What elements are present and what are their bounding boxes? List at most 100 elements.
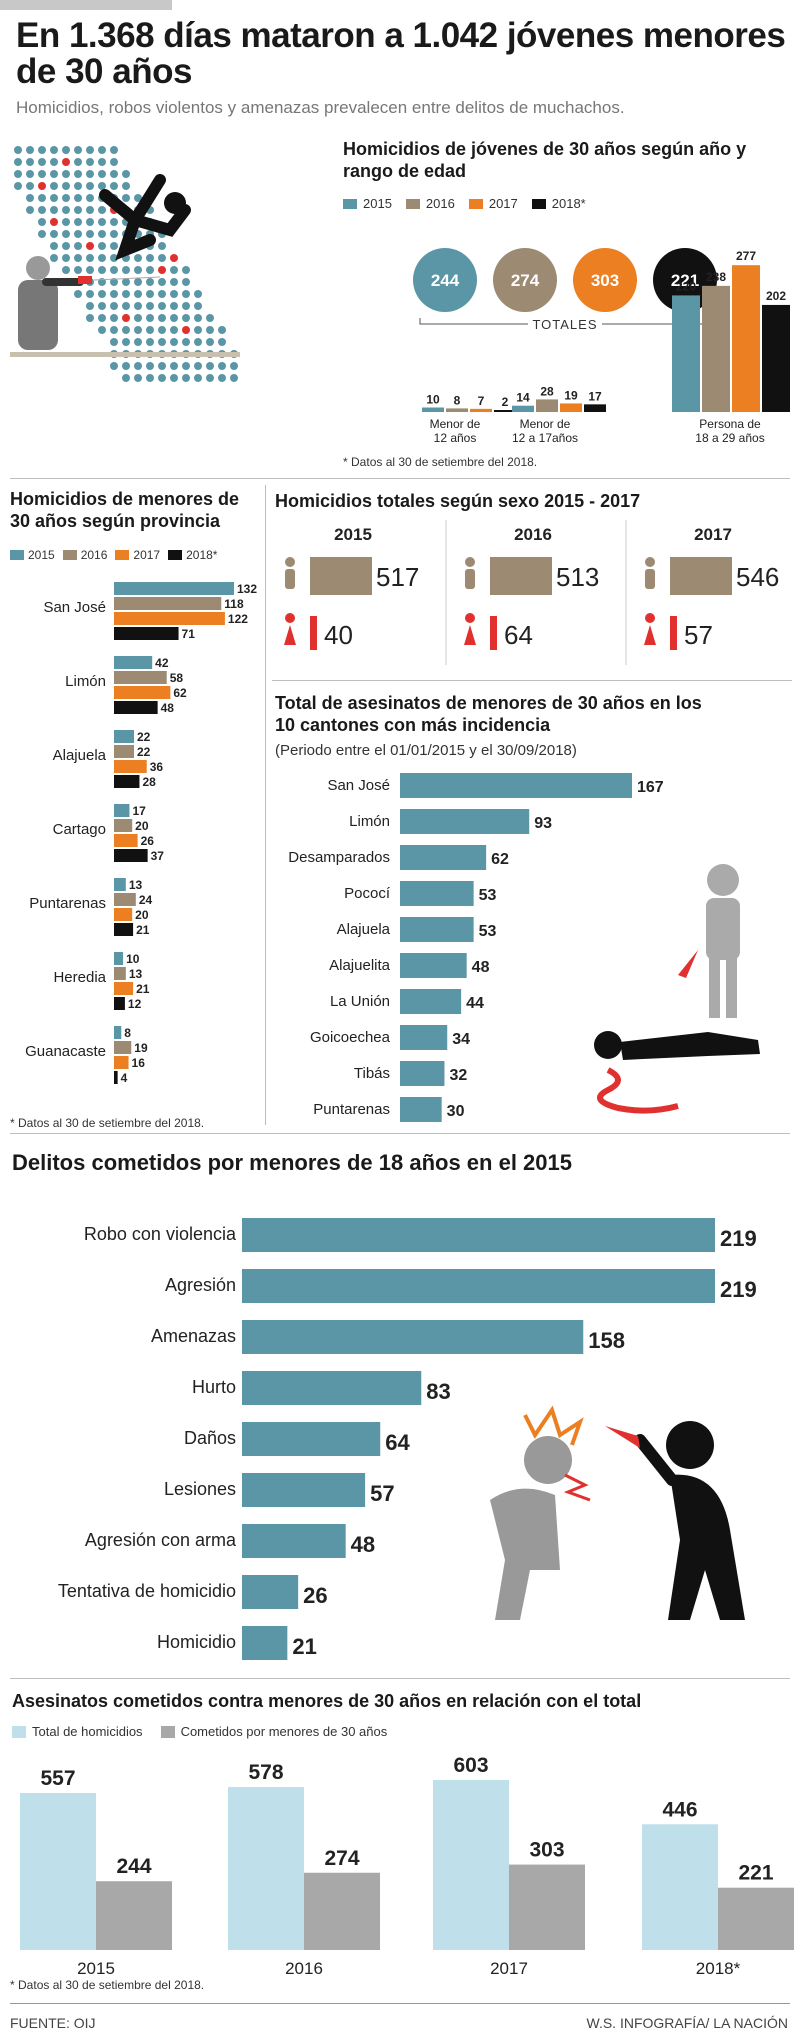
bar-value: 238	[706, 270, 726, 284]
victim-head-icon	[594, 1031, 622, 1059]
bar-Limón-2015	[114, 656, 153, 669]
bar-value: 48	[161, 701, 175, 715]
map-dot	[170, 314, 178, 322]
legend-swatch-2016	[405, 198, 420, 209]
bar-value: 303	[529, 1839, 564, 1862]
legend-label-2015: 2015	[28, 548, 55, 562]
canton-label: Alajuelita	[329, 957, 391, 974]
map-dot	[26, 146, 34, 154]
bar-women-2016	[490, 616, 497, 650]
runner-figure-icon	[99, 174, 191, 261]
bar-San José-2018*	[114, 627, 179, 640]
crime-label: Lesiones	[164, 1479, 236, 1499]
divider	[10, 1133, 790, 1134]
map-dot	[38, 218, 46, 226]
map-dot	[98, 182, 106, 190]
province-label: Guanacaste	[25, 1043, 106, 1060]
map-dot	[98, 218, 106, 226]
bar-value: 24	[139, 893, 153, 907]
map-dot	[86, 290, 94, 298]
map-dot	[86, 242, 94, 250]
crime-label: Daños	[184, 1428, 236, 1448]
map-dot	[218, 326, 226, 334]
bar-2015-Menor de 12 años	[422, 407, 444, 412]
bar-value: 274	[324, 1847, 359, 1870]
map-dot	[134, 314, 142, 322]
bar-Desamparados	[400, 845, 487, 870]
map-dot	[110, 362, 118, 370]
map-dot	[158, 242, 166, 250]
map-dot	[182, 338, 190, 346]
map-dot	[74, 158, 82, 166]
map-dot	[194, 374, 202, 382]
map-dot	[170, 362, 178, 370]
victim-body-icon	[490, 1488, 560, 1620]
bar-value: 557	[40, 1767, 75, 1790]
crime-label: Homicidio	[157, 1632, 236, 1652]
map-dot	[62, 230, 70, 238]
map-dot	[170, 254, 178, 262]
map-dot	[122, 170, 130, 178]
bar-value: 48	[472, 959, 490, 976]
map-dot	[98, 242, 106, 250]
map-dot	[38, 230, 46, 238]
attacker-leg-icon	[709, 958, 720, 1018]
map-dot	[86, 230, 94, 238]
map-dot	[194, 302, 202, 310]
bar-Guanacaste-2017	[114, 1056, 129, 1069]
bar-value: 37	[151, 849, 165, 863]
bar-value: 17	[132, 804, 146, 818]
bar-Total de homicidios-2015	[20, 1792, 96, 1950]
bar-value: 8	[124, 1026, 131, 1040]
map-dot	[50, 194, 58, 202]
canton-label: La Unión	[330, 993, 390, 1010]
map-dot	[194, 338, 202, 346]
map-dot	[26, 194, 34, 202]
age-note-text: Datos al 30 de setiembre del 2018.	[351, 455, 538, 469]
map-dot	[170, 302, 178, 310]
map-dot	[122, 302, 130, 310]
bar-Cartago-2018*	[114, 849, 148, 862]
map-dot	[50, 146, 58, 154]
canton-label: Alajuela	[337, 921, 391, 938]
map-dot	[98, 314, 106, 322]
map-dot	[110, 338, 118, 346]
bar-value: 578	[248, 1761, 283, 1784]
map-dot	[62, 194, 70, 202]
bar-2018*-Menor de 12 a 17años	[584, 404, 606, 412]
map-dot	[158, 326, 166, 334]
map-dot	[146, 374, 154, 382]
woman-icon	[644, 625, 656, 645]
map-dot	[134, 374, 142, 382]
attacker-body-icon	[706, 898, 740, 960]
divider	[10, 1678, 790, 1679]
knife-icon	[678, 950, 698, 978]
top-accent-bar	[0, 0, 172, 10]
map-dot	[86, 254, 94, 262]
canton-label: San José	[327, 777, 390, 794]
province-note: * Datos al 30 de setiembre del 2018.	[10, 1116, 205, 1130]
bar-Alajuela-2017	[114, 760, 147, 773]
map-dot	[146, 362, 154, 370]
legend-label-2018: 2018*	[186, 548, 218, 562]
map-dot	[38, 158, 46, 166]
bar-value: 20	[135, 908, 149, 922]
legend-label-2017: 2017	[488, 196, 518, 211]
woman-icon	[284, 625, 296, 645]
map-dot	[62, 146, 70, 154]
page-title: En 1.368 días mataron a 1.042 jóvenes me…	[16, 16, 786, 91]
province-label: Alajuela	[53, 747, 107, 764]
bar-value: 93	[534, 815, 552, 832]
map-dot	[158, 302, 166, 310]
map-dot	[110, 302, 118, 310]
bar-Puntarenas-2016	[114, 893, 136, 906]
map-dot	[98, 170, 106, 178]
bar-Puntarenas-2017	[114, 908, 133, 921]
province-chart-title: Homicidios de menores de 30 años según p…	[10, 489, 240, 531]
bar-value: 53	[479, 923, 497, 940]
map-dot	[134, 362, 142, 370]
map-dot	[182, 266, 190, 274]
bar-Hurto	[242, 1371, 422, 1405]
map-dot	[134, 326, 142, 334]
